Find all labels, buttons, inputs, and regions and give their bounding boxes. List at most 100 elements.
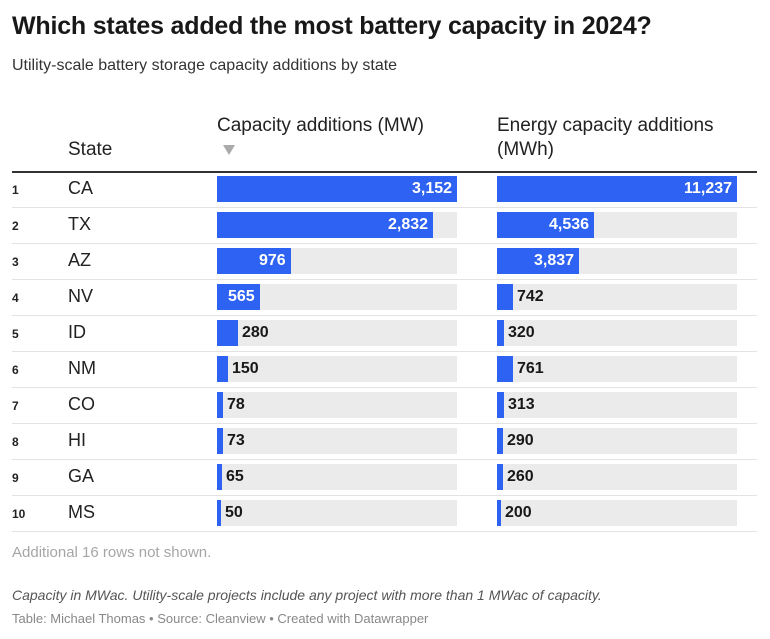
capacity-track: 50 <box>217 500 457 526</box>
energy-value-label: 313 <box>508 396 535 413</box>
capacity-track: 65 <box>217 464 457 490</box>
capacity-track: 3,152 <box>217 176 457 202</box>
energy-bar <box>497 500 501 526</box>
table-row: 3 AZ 976 3,837 <box>12 244 757 280</box>
table-row: 7 CO 78 313 <box>12 388 757 424</box>
energy-value-label: 11,237 <box>684 180 733 197</box>
capacity-value-label: 65 <box>226 468 244 485</box>
row-rank: 3 <box>12 255 19 269</box>
row-state: MS <box>68 502 95 522</box>
capacity-bar <box>217 176 457 202</box>
energy-bar <box>497 428 503 454</box>
row-rank: 4 <box>12 291 19 305</box>
sort-descending-icon[interactable] <box>223 145 235 155</box>
energy-bar <box>497 392 504 418</box>
table-row: 1 CA 3,152 11,237 <box>12 172 757 208</box>
energy-bar <box>497 248 579 274</box>
capacity-bar <box>217 464 222 490</box>
capacity-value-label: 50 <box>225 504 243 521</box>
energy-track: 3,837 <box>497 248 737 274</box>
energy-bar <box>497 356 513 382</box>
capacity-bar <box>217 320 238 346</box>
table-row: 2 TX 2,832 4,536 <box>12 208 757 244</box>
capacity-track: 73 <box>217 428 457 454</box>
column-header-state[interactable]: State <box>68 139 113 160</box>
capacity-bar <box>217 428 223 454</box>
capacity-value-label: 78 <box>227 396 245 413</box>
energy-value-label: 290 <box>507 432 534 449</box>
energy-value-label: 761 <box>517 360 544 377</box>
energy-track: 320 <box>497 320 737 346</box>
column-header-energy[interactable]: Energy capacity additions (MWh) <box>497 115 714 160</box>
energy-value-label: 742 <box>517 288 544 305</box>
capacity-value-label: 565 <box>228 288 255 305</box>
table-row: 10 MS 50 200 <box>12 496 757 532</box>
energy-bar <box>497 176 737 202</box>
capacity-track: 78 <box>217 392 457 418</box>
energy-track: 290 <box>497 428 737 454</box>
hidden-rows-note: Additional 16 rows not shown. <box>12 544 212 561</box>
row-state: NM <box>68 358 96 378</box>
capacity-value-label: 150 <box>232 360 259 377</box>
chart-notes: Capacity in MWac. Utility-scale projects… <box>12 587 602 603</box>
capacity-value-label: 3,152 <box>412 180 453 197</box>
row-state: HI <box>68 430 86 450</box>
energy-bar <box>497 284 513 310</box>
energy-track: 313 <box>497 392 737 418</box>
row-rank: 5 <box>12 327 19 341</box>
row-rank: 1 <box>12 183 19 197</box>
energy-track: 742 <box>497 284 737 310</box>
header-divider <box>12 171 757 173</box>
energy-value-label: 260 <box>507 468 534 485</box>
energy-track: 4,536 <box>497 212 737 238</box>
capacity-bar <box>217 284 260 310</box>
energy-value-label: 4,536 <box>549 216 590 233</box>
capacity-bar <box>217 356 228 382</box>
energy-value-label: 200 <box>505 504 532 521</box>
capacity-value-label: 280 <box>242 324 269 341</box>
row-state: CA <box>68 178 94 198</box>
row-state: GA <box>68 466 95 486</box>
row-rank: 7 <box>12 399 19 413</box>
table-row: 4 NV 565 742 <box>12 280 757 316</box>
energy-bar <box>497 320 504 346</box>
capacity-value-label: 976 <box>259 252 286 269</box>
row-state: AZ <box>68 250 92 270</box>
capacity-value-label: 73 <box>227 432 245 449</box>
chart-subtitle: Utility-scale battery storage capacity a… <box>12 57 398 74</box>
row-rank: 8 <box>12 435 19 449</box>
capacity-track: 565 <box>217 284 457 310</box>
row-state: ID <box>68 322 86 342</box>
capacity-bar <box>217 248 291 274</box>
capacity-bar <box>217 500 221 526</box>
energy-value-label: 3,837 <box>534 252 575 269</box>
table-row: 6 NM 150 761 <box>12 352 757 388</box>
capacity-value-label: 2,832 <box>388 216 429 233</box>
table-row: 9 GA 65 260 <box>12 460 757 496</box>
energy-track: 200 <box>497 500 737 526</box>
energy-track: 11,237 <box>497 176 737 202</box>
chart-title: Which states added the most battery capa… <box>12 12 652 40</box>
energy-track: 761 <box>497 356 737 382</box>
row-state: NV <box>68 286 94 306</box>
column-header-capacity[interactable]: Capacity additions (MW) <box>217 115 424 136</box>
energy-track: 260 <box>497 464 737 490</box>
row-rank: 2 <box>12 219 19 233</box>
capacity-track: 150 <box>217 356 457 382</box>
table-row: 8 HI 73 290 <box>12 424 757 460</box>
row-state: TX <box>68 214 92 234</box>
capacity-bar <box>217 392 223 418</box>
capacity-bar <box>217 212 433 238</box>
row-rank: 10 <box>12 507 26 521</box>
energy-bar <box>497 464 503 490</box>
energy-value-label: 320 <box>508 324 535 341</box>
table-row: 5 ID 280 320 <box>12 316 757 352</box>
capacity-track: 2,832 <box>217 212 457 238</box>
chart-credit: Table: Michael Thomas • Source: Cleanvie… <box>12 611 429 626</box>
row-rank: 9 <box>12 471 19 485</box>
energy-bar <box>497 212 594 238</box>
row-state: CO <box>68 394 95 414</box>
capacity-track: 976 <box>217 248 457 274</box>
row-rank: 6 <box>12 363 19 377</box>
capacity-track: 280 <box>217 320 457 346</box>
